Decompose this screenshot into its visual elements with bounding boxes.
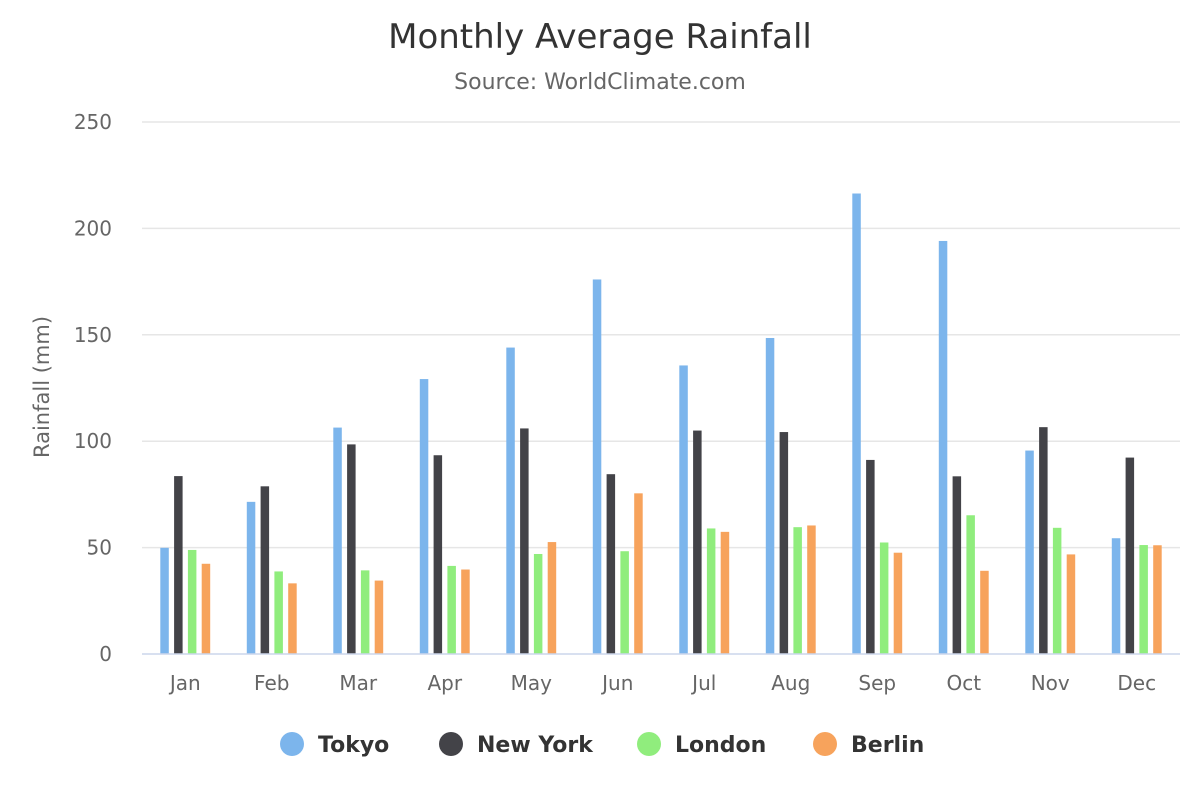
bar-london-jun[interactable] [620, 551, 629, 654]
legend-label: Berlin [851, 733, 924, 758]
bar-berlin-apr[interactable] [461, 569, 470, 654]
bar-berlin-aug[interactable] [807, 525, 816, 654]
bar-new-york-sep[interactable] [866, 459, 875, 654]
chart-subtitle: Source: WorldClimate.com [454, 70, 746, 95]
bar-london-nov[interactable] [1052, 527, 1062, 654]
x-tick-label: Apr [427, 671, 462, 695]
bar-new-york-nov[interactable] [1039, 427, 1048, 654]
legend-marker [439, 732, 463, 756]
bar-london-dec[interactable] [1139, 545, 1148, 654]
bar-berlin-sep[interactable] [893, 552, 903, 654]
bar-new-york-dec[interactable] [1125, 457, 1135, 654]
y-axis-title: Rainfall (mm) [30, 316, 54, 458]
bar-london-feb[interactable] [274, 571, 283, 654]
bar-london-jan[interactable] [187, 549, 197, 654]
legend-marker [280, 732, 304, 756]
bar-tokyo-aug[interactable] [765, 337, 775, 654]
bar-tokyo-feb[interactable] [246, 501, 256, 654]
x-tick-label: Mar [339, 671, 378, 695]
y-tick-label: 100 [74, 429, 112, 453]
bar-new-york-feb[interactable] [260, 486, 270, 654]
bar-tokyo-apr[interactable] [419, 379, 429, 654]
legend-marker [637, 732, 661, 756]
x-tick-label: Jun [600, 671, 633, 695]
y-tick-label: 0 [99, 642, 112, 666]
x-tick-label: Oct [946, 671, 981, 695]
bar-berlin-jul[interactable] [720, 531, 730, 654]
bar-new-york-aug[interactable] [779, 432, 789, 654]
bar-new-york-mar[interactable] [347, 444, 356, 654]
bar-london-jul[interactable] [706, 528, 716, 654]
y-tick-label: 250 [74, 110, 112, 134]
bar-new-york-jun[interactable] [606, 474, 616, 654]
legend-item-tokyo[interactable]: Tokyo [280, 732, 389, 758]
legend-label: London [675, 733, 766, 758]
x-tick-label: Aug [771, 671, 810, 695]
x-axis: Jan Feb Mar Apr May Jun Jul Aug Sep Oct Nov Dec [142, 653, 1180, 695]
bar-london-sep[interactable] [879, 542, 889, 654]
bar-new-york-jul[interactable] [693, 430, 702, 654]
bar-berlin-nov[interactable] [1066, 554, 1076, 654]
x-tick-label: Nov [1031, 671, 1070, 695]
bar-tokyo-jul[interactable] [679, 365, 688, 654]
legend-item-berlin[interactable]: Berlin [813, 732, 924, 758]
bar-berlin-oct[interactable] [980, 570, 989, 654]
y-tick-label: 50 [87, 536, 112, 560]
legend[interactable]: Tokyo New York London Berlin [280, 732, 924, 758]
y-tick-label: 200 [74, 216, 112, 240]
bar-berlin-jan[interactable] [201, 563, 211, 654]
x-tick-label: Jul [690, 671, 716, 695]
bar-berlin-may[interactable] [547, 542, 557, 654]
bar-tokyo-mar[interactable] [333, 427, 342, 654]
bar-tokyo-dec[interactable] [1111, 538, 1121, 654]
legend-label: New York [477, 733, 594, 758]
bar-tokyo-sep[interactable] [852, 193, 861, 654]
x-tick-label: Feb [254, 671, 289, 695]
bar-london-oct[interactable] [966, 515, 975, 654]
y-axis-ticks: 0 50 100 150 200 250 [74, 110, 112, 666]
bar-berlin-jun[interactable] [634, 493, 643, 654]
bar-new-york-apr[interactable] [433, 455, 443, 654]
x-tick-label: May [511, 671, 553, 695]
x-tick-label: Dec [1117, 671, 1156, 695]
bar-london-may[interactable] [533, 553, 543, 654]
x-tick-label: Sep [858, 671, 896, 695]
legend-marker [813, 732, 837, 756]
bar-tokyo-nov[interactable] [1025, 450, 1034, 654]
legend-item-new-york[interactable]: New York [439, 732, 594, 758]
bar-tokyo-oct[interactable] [938, 240, 948, 654]
bar-london-aug[interactable] [793, 527, 802, 654]
bar-tokyo-jan[interactable] [160, 547, 169, 654]
bar-new-york-oct[interactable] [952, 476, 962, 654]
bar-new-york-jan[interactable] [174, 476, 183, 654]
legend-label: Tokyo [318, 733, 389, 758]
bar-london-apr[interactable] [447, 565, 456, 654]
chart-title: Monthly Average Rainfall [388, 17, 812, 57]
bar-london-mar[interactable] [360, 570, 370, 654]
bar-berlin-mar[interactable] [374, 580, 384, 654]
legend-item-london[interactable]: London [637, 732, 766, 758]
gridlines [142, 121, 1180, 549]
y-tick-label: 150 [74, 323, 112, 347]
bar-series-group [160, 193, 1162, 654]
bar-berlin-dec[interactable] [1153, 545, 1162, 654]
bar-tokyo-may[interactable] [506, 347, 515, 654]
bar-new-york-may[interactable] [520, 428, 529, 654]
bar-berlin-feb[interactable] [288, 583, 297, 654]
x-tick-label: Jan [168, 671, 201, 695]
bar-tokyo-jun[interactable] [592, 279, 602, 654]
